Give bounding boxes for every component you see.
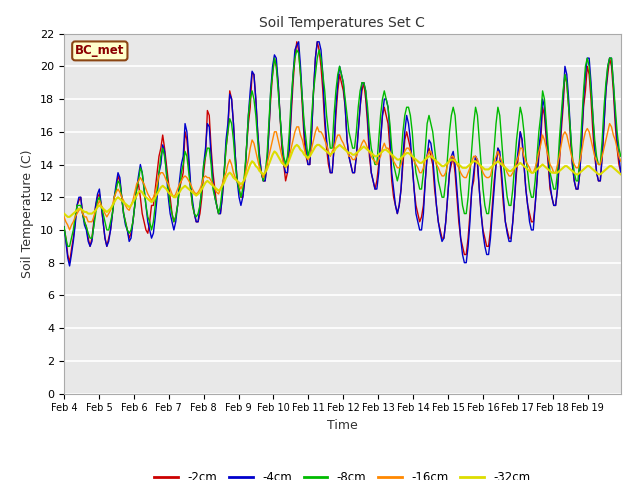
Legend: -2cm, -4cm, -8cm, -16cm, -32cm: -2cm, -4cm, -8cm, -16cm, -32cm xyxy=(150,466,535,480)
Title: Soil Temperatures Set C: Soil Temperatures Set C xyxy=(259,16,426,30)
Y-axis label: Soil Temperature (C): Soil Temperature (C) xyxy=(22,149,35,278)
Text: BC_met: BC_met xyxy=(75,44,125,58)
X-axis label: Time: Time xyxy=(327,419,358,432)
